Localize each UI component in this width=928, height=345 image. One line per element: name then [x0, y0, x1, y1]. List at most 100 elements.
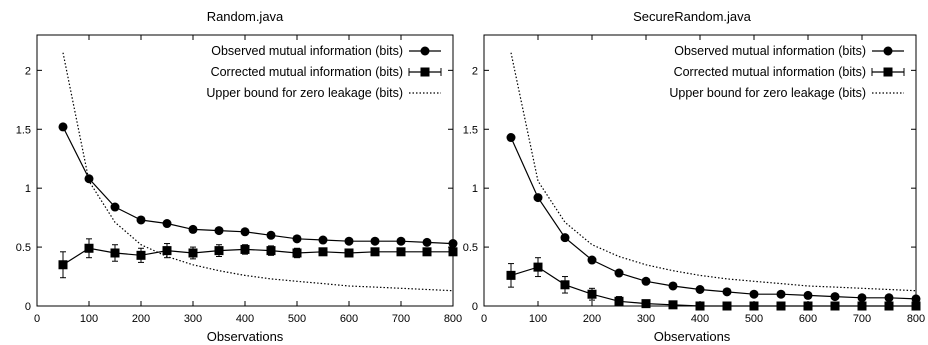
data-point-observed [533, 193, 543, 203]
x-tick-label: 700 [392, 313, 410, 325]
data-point-observed [614, 268, 624, 278]
data-point-corrected [58, 260, 68, 270]
data-point-corrected [162, 246, 172, 256]
x-axis-label: Observations [654, 329, 731, 344]
data-point-observed [344, 236, 354, 246]
data-point-observed [884, 293, 894, 303]
data-point-corrected [803, 301, 813, 311]
data-point-corrected [695, 301, 705, 311]
data-point-observed [695, 285, 705, 295]
y-tick-label: 0.5 [463, 242, 478, 254]
data-point-observed [749, 289, 759, 299]
x-tick-label: 0 [34, 313, 40, 325]
data-point-corrected [370, 247, 380, 257]
chart-title: SecureRandom.java [633, 9, 752, 24]
y-tick-label: 1.5 [16, 124, 31, 136]
data-point-observed [136, 215, 146, 225]
legend-label: Upper bound for zero leakage (bits) [669, 86, 866, 100]
x-tick-label: 300 [184, 313, 202, 325]
y-tick-label: 1 [472, 183, 478, 195]
data-point-corrected [188, 248, 198, 258]
series-line-corrected [62, 247, 453, 266]
x-tick-label: 0 [481, 313, 487, 325]
data-point-observed [803, 290, 813, 300]
chart-title: Random.java [207, 9, 284, 24]
data-point-observed [266, 230, 276, 240]
data-point-corrected [266, 246, 276, 256]
data-point-corrected [776, 301, 786, 311]
y-tick-label: 0.5 [16, 242, 31, 254]
data-point-corrected [448, 247, 458, 257]
data-point-corrected [344, 248, 354, 258]
data-point-corrected [587, 289, 597, 299]
data-point-observed [84, 174, 94, 184]
chart-securerandom: SecureRandom.java Observations 0 100 200 30… [463, 9, 925, 344]
series-line-upper-bound [62, 52, 454, 292]
x-tick-label: 200 [583, 313, 601, 325]
legend-swatch-circle [420, 46, 430, 56]
data-point-observed [857, 293, 867, 303]
legend-label: Corrected mutual information (bits) [674, 65, 866, 79]
x-tick-label: 800 [444, 313, 462, 325]
data-point-observed [448, 239, 458, 249]
data-point-corrected [830, 301, 840, 311]
data-point-observed [370, 236, 380, 246]
data-point-observed [188, 224, 198, 234]
legend-label: Observed mutual information (bits) [211, 44, 403, 58]
data-point-observed [641, 276, 651, 286]
series-line-upper-bound [510, 52, 917, 292]
data-point-corrected [533, 262, 543, 272]
data-point-observed [240, 227, 250, 237]
data-point-corrected [84, 243, 94, 253]
data-point-observed [587, 255, 597, 265]
data-point-corrected [422, 247, 432, 257]
x-tick-label: 500 [745, 313, 763, 325]
x-tick-label: 800 [907, 313, 925, 325]
data-point-corrected [506, 270, 516, 280]
data-point-corrected [318, 247, 328, 257]
x-tick-label: 500 [288, 313, 306, 325]
data-point-observed [162, 219, 172, 229]
data-point-corrected [884, 301, 894, 311]
chart-random: Random.java Observations 0 100 200 300 400 50… [16, 9, 462, 344]
data-point-corrected [396, 247, 406, 257]
data-point-corrected [668, 300, 678, 310]
x-tick-label: 600 [340, 313, 358, 325]
data-point-corrected [214, 246, 224, 256]
data-point-observed [668, 281, 678, 291]
x-tick-label: 200 [132, 313, 150, 325]
legend-label: Observed mutual information (bits) [674, 44, 866, 58]
data-point-observed [560, 233, 570, 243]
legend-swatch-circle [883, 46, 893, 56]
data-point-observed [110, 202, 120, 212]
series-line-observed [62, 126, 454, 245]
x-tick-label: 400 [691, 313, 709, 325]
y-tick-label: 2 [25, 65, 31, 77]
legend-swatch-square [883, 67, 893, 77]
data-point-corrected [641, 299, 651, 309]
legend-label: Corrected mutual information (bits) [211, 65, 403, 79]
data-point-corrected [857, 301, 867, 311]
legend-label: Upper bound for zero leakage (bits) [206, 86, 403, 100]
data-point-observed [58, 122, 68, 132]
x-tick-label: 100 [80, 313, 98, 325]
y-tick-label: 1 [25, 183, 31, 195]
y-tick-label: 0 [472, 301, 478, 313]
x-tick-label: 700 [853, 313, 871, 325]
data-point-observed [422, 237, 432, 247]
data-point-corrected [110, 248, 120, 258]
data-point-observed [318, 235, 328, 245]
data-point-corrected [614, 296, 624, 306]
data-point-observed [506, 133, 516, 143]
legend-swatch-square [420, 67, 430, 77]
x-tick-label: 100 [529, 313, 547, 325]
data-point-corrected [560, 280, 570, 290]
data-point-observed [776, 289, 786, 299]
data-point-corrected [749, 301, 759, 311]
x-tick-label: 300 [637, 313, 655, 325]
data-point-observed [214, 226, 224, 236]
x-tick-label: 600 [799, 313, 817, 325]
x-axis-label: Observations [207, 329, 284, 344]
data-point-corrected [722, 301, 732, 311]
